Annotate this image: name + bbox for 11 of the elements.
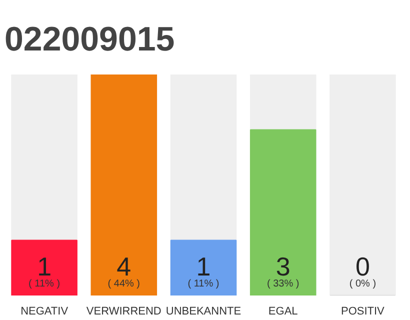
annotation: ( 44% ) (108, 278, 140, 290)
chart-title: 022009015 (4, 20, 175, 58)
annotation: ( 33% ) (266, 278, 300, 290)
annotation: ( 0% ) (349, 278, 376, 290)
x-tick-label: UNBEKANNTE (166, 306, 242, 318)
x-tick-label: POSITIV (341, 306, 386, 318)
annotation: ( 11% ) (188, 278, 220, 290)
x-tick-label: EGAL (268, 306, 298, 318)
x-tick-label: NEGATIV (20, 306, 69, 318)
annotation: ( 11% ) (28, 278, 60, 290)
x-tick-label: VERWIRREND (86, 306, 162, 318)
